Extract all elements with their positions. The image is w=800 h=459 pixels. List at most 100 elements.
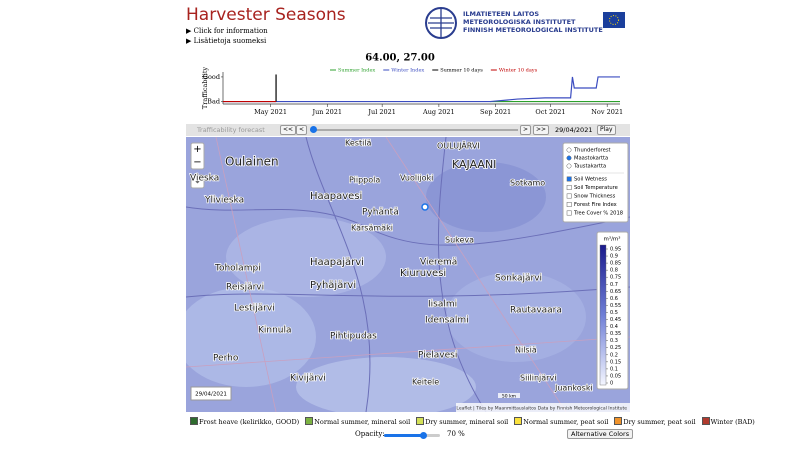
place-label: Oulainen [225, 155, 279, 169]
legend-swatch [190, 417, 198, 425]
base-layer-label[interactable]: Taustakartta [573, 164, 606, 170]
place-label: Piippola [349, 176, 380, 185]
place-label: Haapajärvi [310, 257, 364, 268]
play-button[interactable]: Play [597, 125, 616, 135]
place-label: Siilinjärvi [520, 374, 556, 383]
place-label: Pihtipudas [330, 332, 377, 342]
place-label: Sukeva [445, 236, 474, 245]
info-link-fi[interactable]: ▶ Lisätietoja suomeksi [186, 37, 267, 45]
chart-title: 64.00, 27.00 [365, 53, 435, 64]
place-label: Juankoski [554, 384, 593, 393]
overlay-label[interactable]: Tree Cover % 2018 [573, 211, 623, 217]
colorbar-label: 0.2 [610, 352, 618, 358]
checkbox[interactable] [566, 193, 572, 199]
legend-label: Summer 10 days [440, 68, 483, 74]
button[interactable]: < [296, 125, 308, 135]
colorbar-label: 0.7 [610, 282, 618, 288]
x-tick-label: Sep 2021 [480, 108, 511, 116]
place-label: Sonkajärvi [495, 274, 542, 284]
opacity-value: 70 % [447, 430, 465, 438]
colorbar-label: 0.65 [610, 289, 621, 295]
place-label: Kestilä [345, 139, 372, 148]
map[interactable]: ⌖ Oulainen Vieska Ylivieska Haapavesi Kestil… [186, 137, 630, 412]
radio[interactable] [566, 163, 572, 169]
place-label: Sotkamo [510, 179, 545, 188]
place-label: Pyhäntä [362, 208, 399, 218]
place-label: Kärsämäki [351, 224, 393, 233]
checkbox[interactable] [566, 176, 572, 182]
map-canvas[interactable]: ⌖ Oulainen Vieska Ylivieska Haapavesi Kestil… [186, 137, 630, 412]
fmi-logo [425, 7, 457, 39]
place-label: Ylivieska [204, 196, 244, 206]
y-tick-label: Bad [207, 98, 220, 106]
zoom-in[interactable]: + [193, 144, 201, 155]
place-label: Perho [213, 354, 239, 364]
legend-item: Dry summer, peat soil [614, 417, 696, 426]
place-label: Pielavesi [418, 351, 457, 361]
button[interactable]: >> [533, 125, 550, 135]
button[interactable]: << [280, 125, 297, 135]
colorbar-label: 0.45 [610, 317, 621, 323]
checkbox[interactable] [566, 185, 572, 190]
attribution: Leaflet | Tiles by Maanmittauslaitos Dat… [456, 406, 627, 412]
link-text[interactable]: Lisätietoja suomeksi [193, 37, 267, 45]
colorbar-label: 0.25 [610, 345, 621, 351]
colorbar-label: 0.35 [610, 331, 621, 337]
legend: Frost heave (kelirikko, GOOD) Normal summ… [190, 417, 755, 426]
checkbox[interactable] [566, 210, 572, 216]
legend-swatch [416, 417, 425, 425]
legend-item: Winter (BAD) [701, 417, 755, 426]
place-label: Haapavesi [310, 191, 362, 202]
legend-label: Winter 10 days [499, 68, 538, 74]
eu-flag [603, 12, 625, 28]
y-tick-label: Good [203, 73, 220, 81]
colorbar-label: 0.9 [610, 254, 618, 260]
trafficability-chart: 64.00, 27.00 Trafficability Good Bad May 2… [201, 53, 623, 117]
legend-swatch [305, 417, 314, 425]
logo-text: FINNISH METEOROLOGICAL INSTITUTE [463, 26, 603, 34]
x-tick-label: May 2021 [254, 108, 287, 116]
checkbox[interactable] [566, 202, 572, 207]
colorbar-label: 0.85 [610, 261, 621, 267]
radio[interactable] [566, 155, 572, 161]
place-label: Toholampi [214, 264, 261, 274]
overlay-label[interactable]: Soil Wetness [574, 177, 607, 183]
overlay-label[interactable]: Snow Thickness [574, 194, 616, 200]
zoom-out[interactable]: − [193, 157, 201, 168]
colorbar-label: 0.95 [610, 247, 621, 253]
legend-item: Dry summer, mineral soil [416, 417, 508, 426]
link-text[interactable]: Click for information [193, 27, 268, 35]
base-layer-label[interactable]: Thunderforest [573, 148, 611, 154]
colorbar-label: 0.4 [610, 324, 618, 330]
place-label: Kivijärvi [290, 374, 326, 384]
place-label: Nilsiä [515, 346, 537, 355]
x-tick-label: Aug 2021 [422, 108, 455, 116]
forecast-controls: Trafficability forecast << < > >> 29/04/… [186, 124, 630, 136]
alt-colors-button[interactable]: Alternative Colors [567, 429, 634, 439]
info-link[interactable]: ▶ Click for information [186, 27, 268, 35]
legend-swatch [701, 417, 710, 425]
time-slider[interactable] [310, 126, 518, 133]
colorbar-label: 0.1 [610, 366, 618, 372]
colorbar-label: 0.55 [610, 303, 621, 309]
svg-text:⌖: ⌖ [196, 178, 200, 186]
legend-item: Frost heave (kelirikko, GOOD) [190, 417, 299, 426]
place-label: Iisalmi [428, 300, 457, 310]
legend-label: Dry summer, mineral soil [425, 418, 509, 426]
y-axis-label: Trafficability [201, 67, 209, 110]
overlay-label[interactable]: Soil Temperature [574, 185, 618, 191]
slider-thumb[interactable] [420, 432, 428, 439]
radio[interactable] [566, 147, 572, 153]
legend-item: Normal summer, mineral soil [305, 417, 410, 426]
legend-label: Summer Index [338, 68, 375, 74]
overlay-label[interactable]: Forest Fire Index [574, 202, 617, 208]
opacity-slider[interactable] [384, 432, 440, 439]
x-tick-label: Nov 2021 [591, 108, 623, 116]
legend-label: Dry summer, peat soil [623, 418, 696, 426]
place-label: Rautavaara [510, 306, 562, 316]
legend-swatch [514, 417, 523, 425]
button[interactable]: > [520, 125, 532, 135]
series-line [223, 76, 620, 103]
base-layer-label[interactable]: Maastokartta [574, 156, 608, 162]
